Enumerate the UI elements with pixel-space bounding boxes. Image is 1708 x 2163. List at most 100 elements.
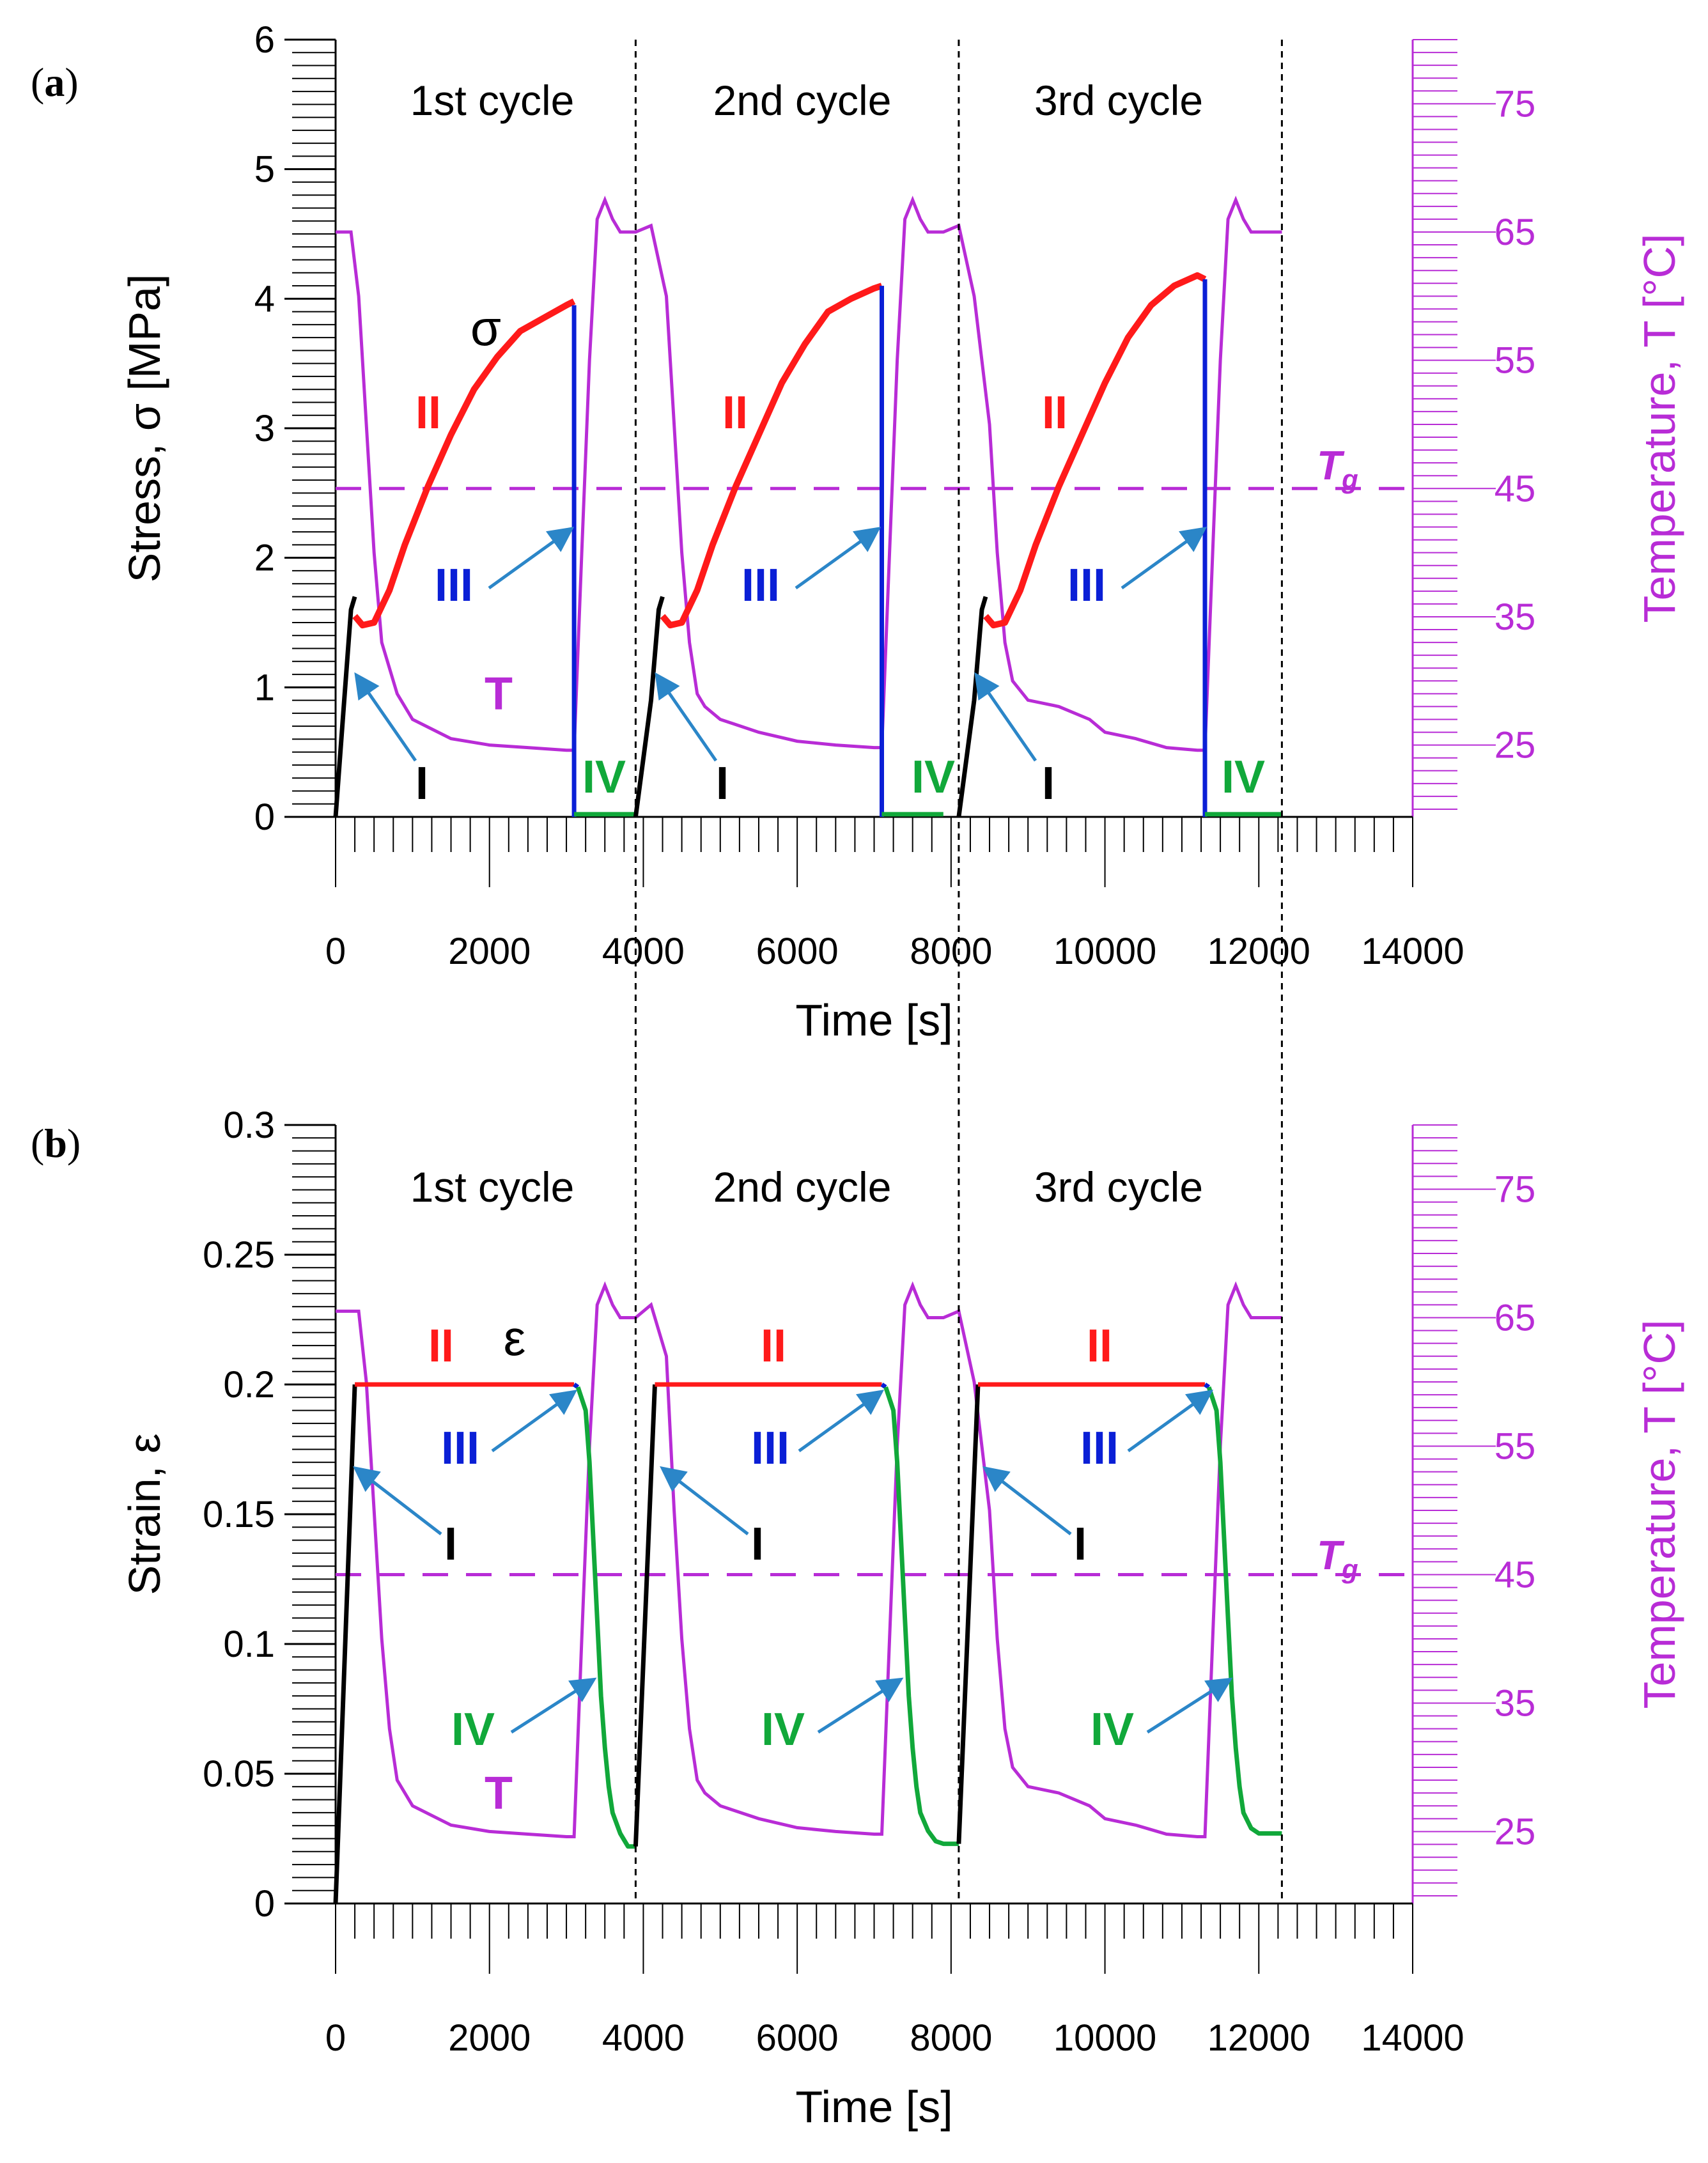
x-tick-label: 2000 xyxy=(448,931,531,972)
cycle-label: 1st cycle xyxy=(410,1163,575,1211)
tg-label-main: T xyxy=(1317,442,1345,488)
phase-II-label: II xyxy=(722,387,748,438)
series-line-phase-III xyxy=(573,1383,580,1389)
annotation-arrow xyxy=(1146,1677,1233,1734)
x-tick-label: 12000 xyxy=(1207,2017,1310,2059)
y-tick-label: 5 xyxy=(254,149,275,190)
phase-III-label: III xyxy=(1080,1423,1119,1474)
x-tick-label: 14000 xyxy=(1361,2017,1464,2059)
cycle-label: 2nd cycle xyxy=(713,1163,892,1211)
y-tick-label: 0.25 xyxy=(203,1234,275,1276)
annotation-arrow xyxy=(795,527,881,590)
panel-letter-paren-open: ( xyxy=(31,59,44,105)
series-line-phase-IV xyxy=(575,1386,636,1849)
series-line-phase-III xyxy=(1204,1383,1211,1390)
annotation-arrow xyxy=(354,672,417,762)
tg-label-subscript: g xyxy=(1341,1554,1358,1584)
x-tick-label: 0 xyxy=(325,2017,346,2059)
annotation-arrow xyxy=(1127,1390,1214,1453)
x-tick-label: 10000 xyxy=(1053,931,1156,972)
y-tick-label: 1 xyxy=(254,667,275,708)
y-tick-label: 0.1 xyxy=(223,1624,275,1665)
x-tick-label: 12000 xyxy=(1207,931,1310,972)
y2-tick-label: 25 xyxy=(1494,725,1536,766)
phase-III-label: III xyxy=(441,1423,479,1474)
y-tick-label: 0.3 xyxy=(223,1105,275,1146)
y-tick-label: 2 xyxy=(254,538,275,579)
y2-tick-label: 45 xyxy=(1494,468,1536,509)
y-tick-label: 3 xyxy=(254,408,275,449)
phase-I-label: I xyxy=(751,1519,764,1570)
y2-tick-label: 75 xyxy=(1494,83,1536,125)
series-line-phase-II xyxy=(352,298,576,629)
annotation-arrow xyxy=(491,1390,578,1453)
phase-I-label: I xyxy=(444,1519,457,1570)
tg-label: Tg xyxy=(1317,442,1358,494)
series-line-phase-I xyxy=(333,596,357,818)
annotation-arrow xyxy=(974,672,1037,762)
phase-II-label: II xyxy=(415,387,441,438)
tg-label-main: T xyxy=(1317,1532,1345,1578)
series-line-phase-II xyxy=(660,283,883,629)
y-tick-label: 6 xyxy=(254,19,275,61)
panel-letter-paren-close: ) xyxy=(65,59,78,105)
annotation-arrow xyxy=(798,1390,885,1453)
panel-letter: (a) xyxy=(31,59,79,105)
y2-tick-label: 55 xyxy=(1494,340,1536,382)
series-line-phase-I xyxy=(956,1384,981,1844)
annotation-arrow xyxy=(982,1466,1072,1535)
annotation-arrow xyxy=(817,1677,904,1734)
x-tick-label: 8000 xyxy=(910,931,992,972)
phase-III-label: III xyxy=(741,560,780,611)
series-line-phase-I xyxy=(633,596,665,818)
x-tick-label: 4000 xyxy=(602,2017,685,2059)
phase-III-label: III xyxy=(751,1423,789,1474)
cycle-label: 3rd cycle xyxy=(1034,77,1203,124)
x-tick-label: 8000 xyxy=(910,2017,992,2059)
x-tick-label: 4000 xyxy=(602,931,685,972)
y-tick-label: 0 xyxy=(254,1883,275,1925)
temperature-series-line xyxy=(336,196,1282,752)
series-line-phase-I xyxy=(956,596,988,818)
phase-IV-label: IV xyxy=(761,1704,805,1755)
phase-II-label: II xyxy=(761,1321,786,1372)
cycle-label: 3rd cycle xyxy=(1034,1163,1203,1211)
y-axis-title: Stress, σ [MPa] xyxy=(120,274,169,583)
panel-letter-paren-open: ( xyxy=(31,1120,44,1166)
x-tick-label: 10000 xyxy=(1053,2017,1156,2059)
y2-tick-label: 25 xyxy=(1494,1811,1536,1852)
phase-III-label: III xyxy=(1068,560,1106,611)
phase-II-label: II xyxy=(1042,387,1068,438)
cycle-label: 2nd cycle xyxy=(713,77,892,124)
phase-I-label: I xyxy=(1074,1519,1087,1570)
phase-I-label: I xyxy=(1042,758,1055,809)
phase-II-label: II xyxy=(1087,1321,1112,1372)
x-axis-title: Time [s] xyxy=(795,995,952,1045)
series-line-phase-II xyxy=(983,272,1207,629)
panel-letter-text: b xyxy=(44,1120,67,1166)
series-line-phase-IV xyxy=(1206,1386,1282,1836)
y2-tick-label: 75 xyxy=(1494,1168,1536,1210)
phase-IV-label: IV xyxy=(582,752,626,803)
y-axis-title: Strain, ε xyxy=(120,1434,169,1595)
panel-letter-paren-close: ) xyxy=(67,1120,81,1166)
tg-label: Tg xyxy=(1317,1532,1358,1584)
series-line-phase-IV xyxy=(883,1386,959,1847)
panel-b: (b) 0 0.05 0.1 0.15 0.2 0.25 0.3 25 35 45 55 65 75 0 20… xyxy=(31,1105,1684,2132)
y2-tick-label: 65 xyxy=(1494,212,1536,253)
y2-tick-label: 65 xyxy=(1494,1297,1536,1338)
y2-tick-label: 45 xyxy=(1494,1554,1536,1595)
y2-axis-title: Temperature, T [°C] xyxy=(1634,234,1684,623)
y-tick-label: 0 xyxy=(254,796,275,838)
tg-label-subscript: g xyxy=(1341,464,1358,494)
annotation-arrow xyxy=(353,1466,442,1535)
phase-III-label: III xyxy=(435,560,473,611)
y-tick-label: 0.2 xyxy=(223,1364,275,1406)
x-tick-label: 6000 xyxy=(756,2017,839,2059)
y2-tick-label: 55 xyxy=(1494,1425,1536,1467)
series-line-phase-III xyxy=(880,1383,887,1390)
x-tick-label: 6000 xyxy=(756,931,839,972)
x-tick-label: 0 xyxy=(325,931,346,972)
